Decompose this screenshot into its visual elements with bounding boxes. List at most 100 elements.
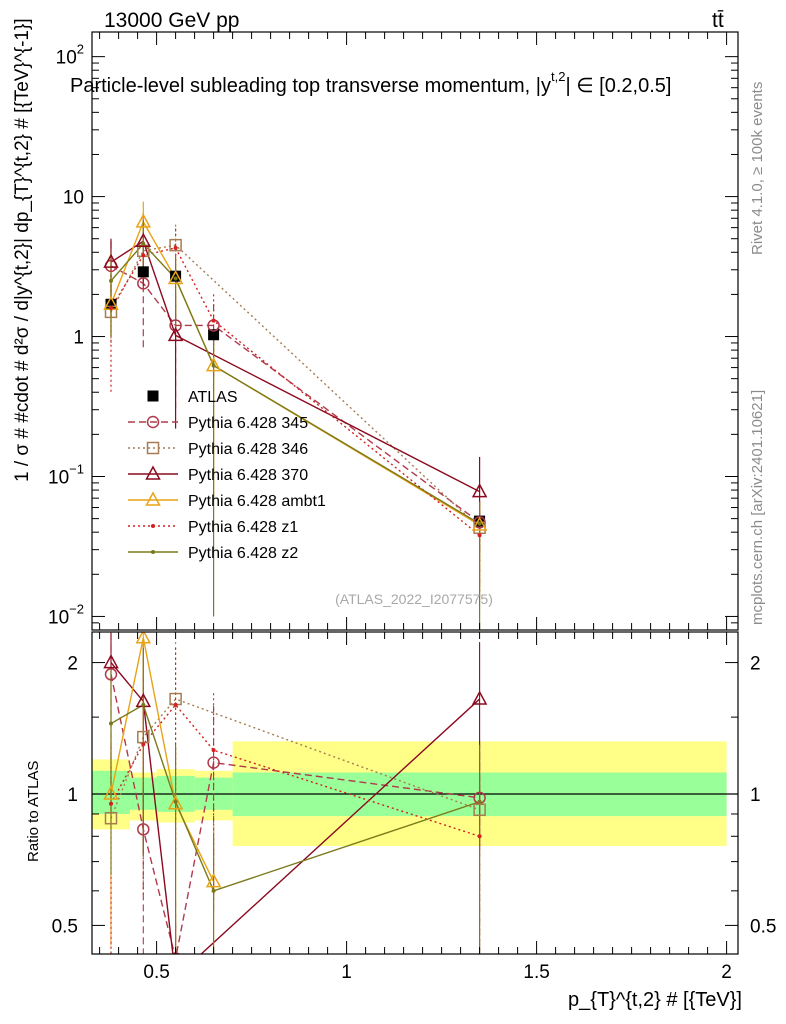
legend-label-pythia-6-428-346: Pythia 6.428 346: [188, 441, 308, 458]
plot-title-main: Particle-level subleading top transverse…: [70, 75, 551, 97]
plot-title-tail: | ∈ [0.2,0.5]: [565, 75, 671, 97]
main-point-pythia-6-428-ambt1: [135, 213, 152, 228]
main-point-pythia-6-428-z1: [211, 318, 216, 323]
main-point-pythia-6-428-370: [103, 253, 119, 268]
legend-label-pythia-6-428-z2: Pythia 6.428 z2: [188, 545, 298, 562]
main-point-pythia-6-428-z2: [173, 276, 178, 281]
main-point-pythia-6-428-z2: [211, 363, 216, 368]
ratio-y-tick-label-right: 1: [750, 785, 761, 806]
ratio-point-pythia-6-428-370: [169, 970, 182, 982]
y-tick-label: 10−2: [48, 601, 84, 628]
ratio-point-pythia-6-428-345: [207, 756, 220, 769]
main-point-pythia-6-428-z1: [477, 533, 482, 538]
legend-marker-pythia-6-428-346: [146, 441, 160, 455]
main-point-pythia-6-428-345: [137, 277, 150, 290]
y-tick-label-base: 10: [48, 467, 69, 488]
main-panel-markers: [103, 213, 488, 538]
main-point-pythia-6-428-370: [135, 232, 152, 247]
main-point-pythia-6-428-ambt1: [205, 357, 222, 372]
ratio-panel-frame: [91, 631, 739, 955]
y-tick-label-exponent: −2: [69, 601, 84, 616]
ratio-line-pythia-6-428-345: [110, 674, 480, 954]
x-tick-label: 1: [341, 962, 352, 983]
main-point-pythia-6-428-ambt1: [167, 269, 184, 285]
plot-title-sup: t,2: [551, 69, 565, 84]
main-point-pythia-6-428-z1: [173, 245, 178, 250]
y-tick-label-base: 10: [63, 188, 84, 209]
ratio-point-pythia-6-428-345: [171, 952, 180, 954]
ratio-point-pythia-6-428-z2: [173, 799, 178, 804]
legend-label-atlas: ATLAS: [188, 389, 238, 406]
main-point-atlas: [474, 515, 486, 527]
x-tick-label: 2: [721, 962, 732, 983]
side-source-label: mcplots.cern.ch [arXiv:2401.10621]: [749, 390, 766, 625]
ratio-point-pythia-6-428-370: [471, 690, 488, 705]
ratio-point-pythia-6-428-345: [104, 668, 118, 681]
y-tick-label-exponent: 2: [77, 42, 84, 57]
y-tick-label: 10−1: [48, 461, 84, 488]
ratio-point-pythia-6-428-z1: [477, 834, 482, 839]
ratio-point-pythia-6-428-346: [104, 811, 118, 825]
legend-label-pythia-6-428-370: Pythia 6.428 370: [188, 467, 308, 484]
main-point-pythia-6-428-346: [169, 238, 182, 252]
main-point-pythia-6-428-z1: [109, 305, 113, 310]
main-point-atlas: [170, 270, 182, 282]
main-point-pythia-6-428-z2: [109, 278, 113, 283]
x-tick-label: 1.5: [523, 962, 549, 983]
ratio-point-pythia-6-428-z1: [109, 801, 113, 806]
ratio-point-pythia-6-428-346: [473, 803, 486, 817]
main-point-pythia-6-428-370: [471, 483, 488, 498]
legend-marker-pythia-6-428-z1: [151, 524, 155, 528]
ratio-point-pythia-6-428-ambt1: [135, 632, 152, 644]
y-tick-label-exponent: −1: [69, 461, 84, 476]
y-tick-label-base: 10: [48, 607, 69, 628]
ratio-y-tick-label: 2: [67, 654, 78, 675]
x-axis-title: p_{T}^{t,2} # [{TeV}]: [568, 989, 742, 1011]
ratio-point-pythia-6-428-z1: [141, 742, 146, 747]
y-tick-label: 102: [56, 42, 84, 69]
legend-label-pythia-6-428-z1: Pythia 6.428 z1: [188, 519, 298, 536]
main-line-pythia-6-428-370: [110, 240, 480, 493]
legend-marker-atlas: [147, 390, 159, 402]
ratio-line-pythia-6-428-370: [110, 662, 481, 954]
main-point-pythia-6-428-z1: [141, 253, 146, 258]
legend-marker-pythia-6-428-345: [146, 415, 160, 429]
main-line-pythia-6-428-z1: [110, 247, 481, 536]
legend: ATLAS Pythia 6.428 345 Pythia 6.428 346 Pyt…: [128, 389, 326, 562]
ratio-point-pythia-6-428-345: [137, 823, 150, 836]
legend-marker-pythia-6-428-370: [145, 465, 161, 480]
ratio-point-pythia-6-428-z1: [173, 702, 178, 707]
ratio-y-tick-label-right: 2: [750, 654, 761, 675]
ratio-line-pythia-6-428-z1: [110, 703, 480, 837]
x-tick-label: 0.5: [143, 962, 169, 983]
y-tick-label-base: 1: [73, 328, 84, 349]
analysis-id: (ATLAS_2022_I2077575): [335, 591, 493, 607]
ratio-y-tick-label: 0.5: [52, 916, 78, 937]
main-point-pythia-6-428-ambt1: [471, 516, 488, 531]
ratio-point-pythia-6-428-ambt1: [205, 873, 222, 888]
main-point-pythia-6-428-z2: [141, 241, 146, 246]
main-point-pythia-6-428-345: [169, 319, 182, 332]
ratio-panel-lines: [110, 632, 481, 954]
side-rivet-label: Rivet 4.1.0, ≥ 100k events: [749, 82, 766, 255]
main-point-pythia-6-428-z2: [477, 521, 482, 526]
legend-label-pythia-6-428-ambt1: Pythia 6.428 ambt1: [188, 493, 326, 510]
legend-marker-pythia-6-428-ambt1: [145, 491, 161, 506]
y-tick-label: 10: [63, 188, 84, 209]
energy-label: 13000 GeV pp: [104, 9, 239, 32]
y-tick-label: 1: [73, 328, 84, 349]
plot-title: Particle-level subleading top transverse…: [70, 69, 671, 97]
ratio-point-pythia-6-428-z2: [211, 888, 216, 893]
legend-marker-pythia-6-428-z2: [151, 550, 155, 554]
ratio-y-tick-label: 1: [67, 785, 78, 806]
main-panel-frame: [91, 31, 739, 631]
ratio-point-pythia-6-428-z2: [109, 721, 113, 726]
ratio-point-pythia-6-428-ambt1: [167, 795, 184, 810]
main-point-atlas: [105, 298, 117, 310]
ratio-panel-markers: [103, 632, 488, 982]
ratio-point-pythia-6-428-370: [103, 654, 119, 669]
main-y-axis-title: 1 / σ # #cdot # d²σ / d|y^{t,2}| dp_{T}^…: [12, 18, 33, 482]
ratio-y-axis-title: Ratio to ATLAS: [25, 761, 42, 862]
main-point-atlas: [208, 329, 220, 341]
